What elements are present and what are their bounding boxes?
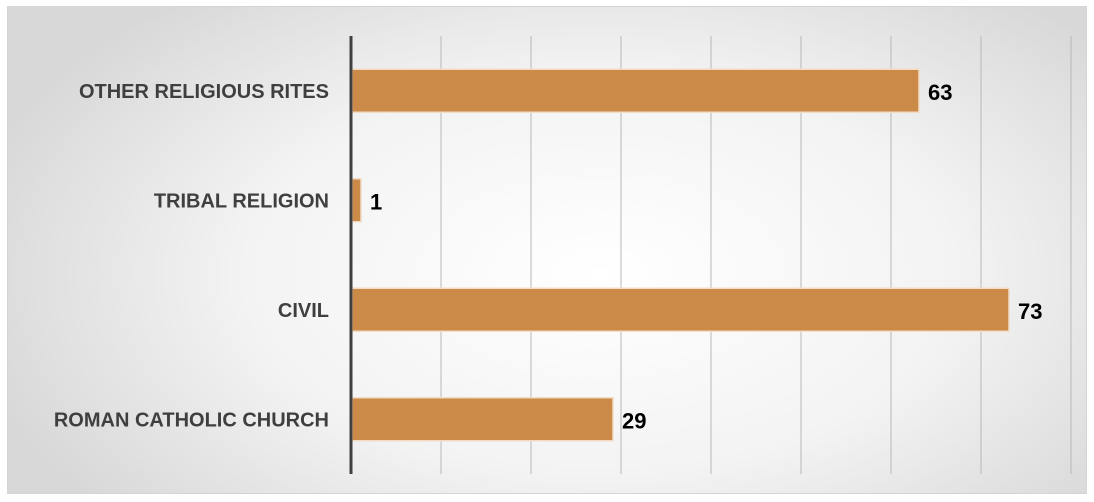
category-label: OTHER RELIGIOUS RITES xyxy=(79,81,329,103)
category-label: TRIBAL RELIGION xyxy=(154,190,329,212)
data-label: 1 xyxy=(370,189,382,214)
bars xyxy=(351,68,1010,442)
bar xyxy=(351,287,1010,332)
category-label: CIVIL xyxy=(278,300,329,322)
bar xyxy=(351,68,920,113)
bar xyxy=(351,178,362,223)
data-label: 29 xyxy=(622,408,646,433)
bar xyxy=(351,397,614,442)
category-label: ROMAN CATHOLIC CHURCH xyxy=(54,409,329,431)
labels: OTHER RELIGIOUS RITES 63 TRIBAL RELIGION 1 C… xyxy=(54,80,1043,434)
data-label: 73 xyxy=(1018,299,1042,324)
data-label: 63 xyxy=(928,80,952,105)
